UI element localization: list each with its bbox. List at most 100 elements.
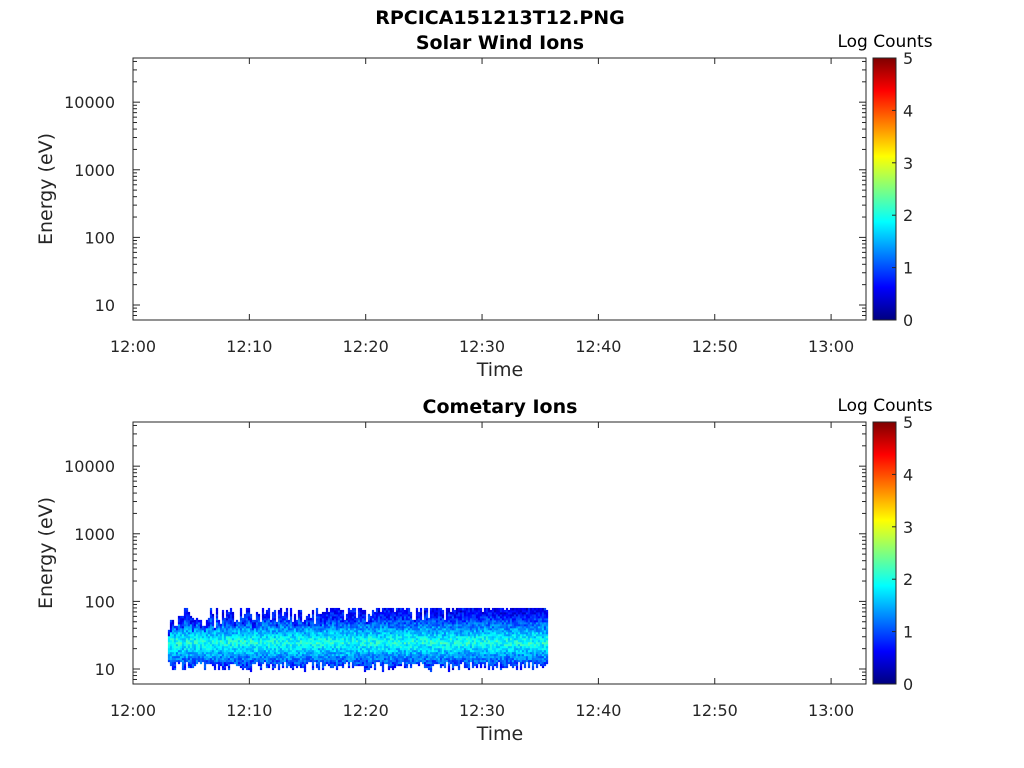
heatmap-cell [219, 655, 223, 659]
heatmap-cell [185, 617, 189, 621]
heatmap-cell [195, 629, 199, 633]
heatmap-cell [341, 613, 345, 617]
heatmap-cell [419, 631, 423, 635]
heatmap-cell [193, 657, 197, 661]
heatmap-cell [189, 619, 193, 623]
heatmap-cell [387, 635, 391, 639]
heatmap-cell [467, 643, 471, 647]
heatmap-cell [185, 635, 189, 639]
heatmap-cell [249, 631, 253, 635]
heatmap-cell [413, 619, 417, 623]
heatmap-cell [391, 615, 395, 619]
heatmap-cell [349, 647, 353, 651]
heatmap-cell [311, 633, 315, 637]
heatmap-cell [333, 641, 337, 645]
heatmap-cell [451, 663, 455, 667]
heatmap-cell [359, 653, 363, 657]
heatmap-cell [229, 637, 233, 641]
heatmap-cell [381, 641, 385, 645]
heatmap-cell [507, 629, 511, 633]
heatmap-cell [503, 659, 507, 663]
heatmap-cell [501, 617, 505, 621]
heatmap-cell [381, 639, 385, 643]
heatmap-cell [249, 617, 253, 621]
heatmap-cell [347, 643, 351, 647]
heatmap-cell [329, 647, 333, 651]
heatmap-cell [389, 641, 393, 645]
heatmap-cell [199, 647, 203, 651]
heatmap-cell [431, 651, 435, 655]
heatmap-cell [451, 609, 455, 613]
heatmap-cell [293, 643, 297, 647]
heatmap-cell [505, 663, 509, 667]
heatmap-cell [181, 667, 185, 671]
heatmap-cell [351, 647, 355, 651]
heatmap-cell [415, 645, 419, 649]
heatmap-cell [449, 639, 453, 643]
heatmap-cell [405, 607, 409, 611]
heatmap-cell [351, 649, 355, 653]
heatmap-cell [361, 657, 365, 661]
heatmap-cell [385, 645, 389, 649]
heatmap-cell [515, 621, 519, 625]
heatmap-cell [489, 619, 493, 623]
heatmap-cell [361, 613, 365, 617]
heatmap-cell [445, 643, 449, 647]
heatmap-cell [477, 627, 481, 631]
heatmap-cell [219, 633, 223, 637]
heatmap-cell [339, 615, 343, 619]
heatmap-cell [421, 653, 425, 657]
heatmap-cell [235, 641, 239, 645]
heatmap-cell [507, 659, 511, 663]
heatmap-cell [363, 625, 367, 629]
heatmap-cell [351, 621, 355, 625]
heatmap-cell [229, 651, 233, 655]
heatmap-cell [423, 627, 427, 631]
heatmap-cell [521, 633, 525, 637]
heatmap-cell [195, 647, 199, 651]
heatmap-cell [217, 637, 221, 641]
heatmap-cell [329, 655, 333, 659]
heatmap-cell [313, 633, 317, 637]
heatmap-cell [401, 629, 405, 633]
heatmap-cell [291, 667, 295, 671]
heatmap-cell [307, 619, 311, 623]
heatmap-cell [203, 653, 207, 657]
heatmap-cell [509, 649, 513, 653]
heatmap-cell [479, 653, 483, 657]
heatmap-cell [263, 653, 267, 657]
heatmap-cell [405, 623, 409, 627]
heatmap-cell [289, 615, 293, 619]
heatmap-cell [331, 629, 335, 633]
heatmap-cell [515, 665, 519, 669]
heatmap-cell [467, 663, 471, 667]
heatmap-cell [371, 611, 375, 615]
heatmap-cell [457, 659, 461, 663]
heatmap-cell [513, 643, 517, 647]
heatmap-cell [185, 659, 189, 663]
heatmap-cell [271, 663, 275, 667]
heatmap-cell [389, 633, 393, 637]
heatmap-cell [187, 623, 191, 627]
heatmap-cell [515, 615, 519, 619]
heatmap-cell [501, 619, 505, 623]
heatmap-cell [297, 623, 301, 627]
heatmap-cell [405, 615, 409, 619]
heatmap-cell [345, 635, 349, 639]
heatmap-cell [177, 649, 181, 653]
heatmap-cell [241, 665, 245, 669]
heatmap-cell [293, 621, 297, 625]
heatmap-cell [477, 647, 481, 651]
heatmap-cell [241, 641, 245, 645]
heatmap-cell [521, 649, 525, 653]
heatmap-cell [335, 629, 339, 633]
heatmap-cell [349, 645, 353, 649]
heatmap-cell [487, 609, 491, 613]
heatmap-cell [477, 649, 481, 653]
heatmap-cell [505, 647, 509, 651]
heatmap-cell [187, 645, 191, 649]
heatmap-cell [383, 625, 387, 629]
heatmap-cell [339, 643, 343, 647]
heatmap-cell [179, 635, 183, 639]
heatmap-cell [511, 641, 515, 645]
